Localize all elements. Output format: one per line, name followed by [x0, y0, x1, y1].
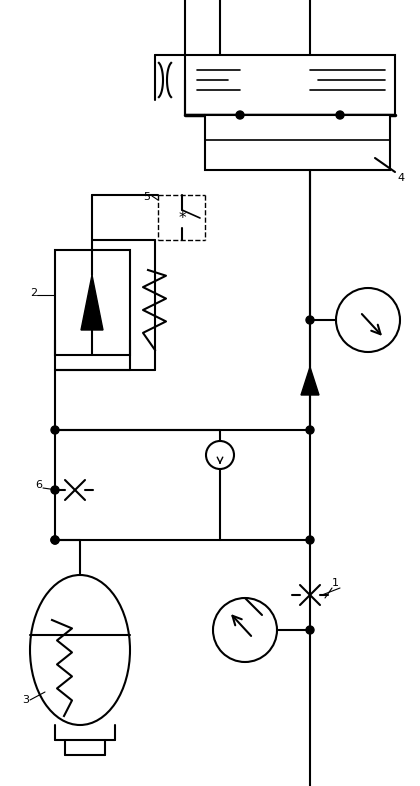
Circle shape — [236, 111, 244, 119]
Text: 3: 3 — [22, 695, 29, 705]
Circle shape — [51, 486, 59, 494]
Circle shape — [336, 111, 344, 119]
Circle shape — [206, 441, 234, 469]
Circle shape — [213, 598, 277, 662]
Ellipse shape — [30, 575, 130, 725]
Circle shape — [306, 626, 314, 634]
Circle shape — [336, 288, 400, 352]
Text: 6: 6 — [35, 480, 42, 490]
Circle shape — [51, 536, 59, 544]
Circle shape — [51, 426, 59, 434]
Text: 1: 1 — [332, 578, 339, 588]
Text: *: * — [178, 211, 186, 226]
Circle shape — [51, 536, 59, 544]
Bar — [185, 55, 395, 115]
Text: 5: 5 — [143, 192, 150, 202]
Circle shape — [306, 426, 314, 434]
Bar — [55, 250, 130, 355]
Text: 4: 4 — [397, 173, 404, 183]
Circle shape — [306, 536, 314, 544]
Polygon shape — [81, 275, 103, 330]
Text: 2: 2 — [30, 288, 37, 298]
Circle shape — [306, 316, 314, 324]
Bar — [205, 115, 390, 170]
Polygon shape — [301, 367, 319, 395]
